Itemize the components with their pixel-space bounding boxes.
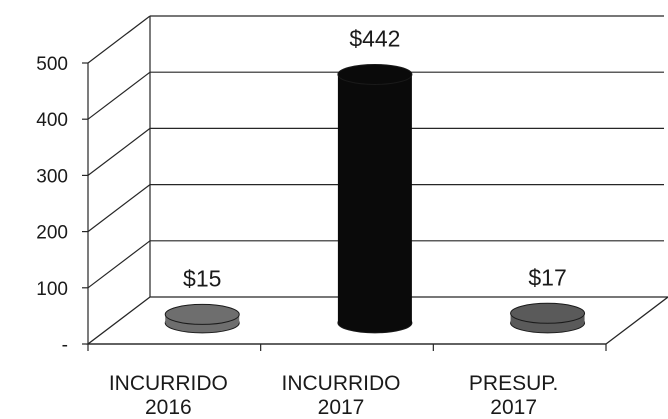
y-tick-label: 200 [36,223,68,244]
data-label-3: $17 [528,264,566,290]
y-axis-ticks: - 100 200 300 400 500 [36,54,68,356]
bar-1 [164,303,240,334]
gridline-side [87,71,151,120]
data-labels: $15 $442 $17 [183,25,567,291]
x-category-label: INCURRIDO 2016 [109,372,228,419]
y-tick-label: 500 [36,54,68,75]
data-label-2: $442 [349,25,400,51]
y-tick-label: - [62,335,68,356]
x-axis-labels: INCURRIDO 2016 INCURRIDO 2017 PRESUP. 2017 [109,372,559,419]
y-tick-label: 100 [36,279,68,300]
data-label-1: $15 [183,265,221,291]
y-tick-label: 400 [36,110,68,131]
axes [82,62,607,351]
gridline-side [87,15,151,64]
x-category-label: PRESUP. 2017 [469,372,559,419]
gridline-side [87,240,151,289]
bar-3 [510,302,586,334]
gridline-side [87,184,151,233]
bar-2 [337,63,413,334]
x-category-label: INCURRIDO 2017 [282,372,401,419]
bars [164,63,586,334]
y-tick-label: 300 [36,166,68,187]
gridline-side [87,127,151,176]
